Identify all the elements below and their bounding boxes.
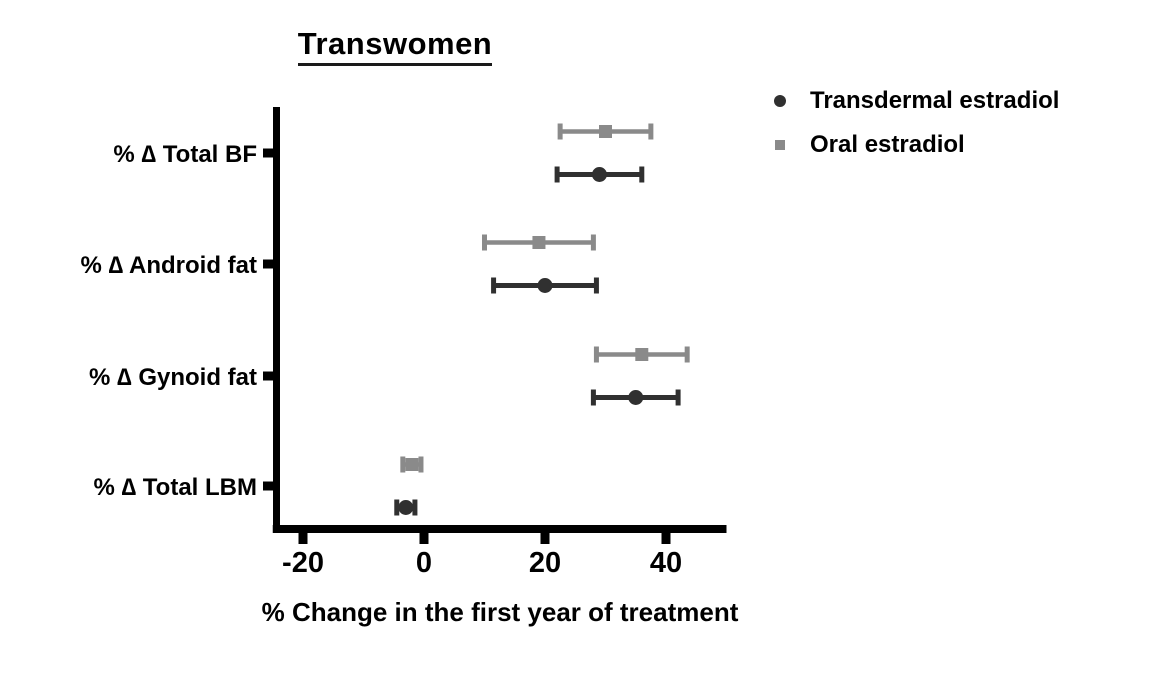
y-axis-line xyxy=(273,107,280,533)
data-point-circle xyxy=(628,390,644,405)
x-tick-label: -20 xyxy=(282,547,324,579)
legend-label-oral: Oral estradiol xyxy=(810,131,965,158)
legend-marker-box xyxy=(772,140,810,150)
y-axis-tick xyxy=(263,259,273,269)
x-tick-label: 40 xyxy=(650,547,682,579)
category-label: % ∆ Android fat xyxy=(81,252,257,279)
data-point-square xyxy=(599,125,612,138)
legend-label-transdermal: Transdermal estradiol xyxy=(810,87,1060,114)
data-point-square xyxy=(405,458,419,471)
x-axis-tick xyxy=(298,532,308,544)
legend-item-transdermal-estradiol: Transdermal estradiol xyxy=(772,86,1059,116)
x-axis-tick xyxy=(540,532,550,544)
square-marker-icon xyxy=(775,140,785,150)
category-label: % ∆ Total LBM xyxy=(93,474,257,501)
x-tick-label: 0 xyxy=(416,547,432,579)
chart-title-text: Transwomen xyxy=(297,26,493,66)
data-point-square xyxy=(532,236,546,249)
data-point-square xyxy=(635,348,649,361)
x-tick-label: 20 xyxy=(529,547,561,579)
y-axis-tick xyxy=(263,371,273,381)
category-label: % ∆ Total BF xyxy=(113,141,257,168)
x-axis-tick xyxy=(661,532,671,544)
y-axis-tick xyxy=(263,148,273,158)
chart-title: Transwomen xyxy=(240,26,550,66)
data-point-circle xyxy=(537,278,553,293)
y-axis-tick xyxy=(263,481,273,491)
data-point-circle xyxy=(398,500,414,515)
legend-item-oral-estradiol: Oral estradiol xyxy=(772,130,1059,160)
legend: Transdermal estradiol Oral estradiol xyxy=(772,86,1059,160)
legend-marker-box xyxy=(772,95,810,107)
category-label: % ∆ Gynoid fat xyxy=(89,364,257,391)
x-axis-label: % Change in the first year of treatment xyxy=(261,597,739,627)
x-axis-line xyxy=(272,525,727,533)
circle-marker-icon xyxy=(774,95,786,107)
x-axis-tick xyxy=(419,532,429,544)
data-point-circle xyxy=(591,167,607,182)
